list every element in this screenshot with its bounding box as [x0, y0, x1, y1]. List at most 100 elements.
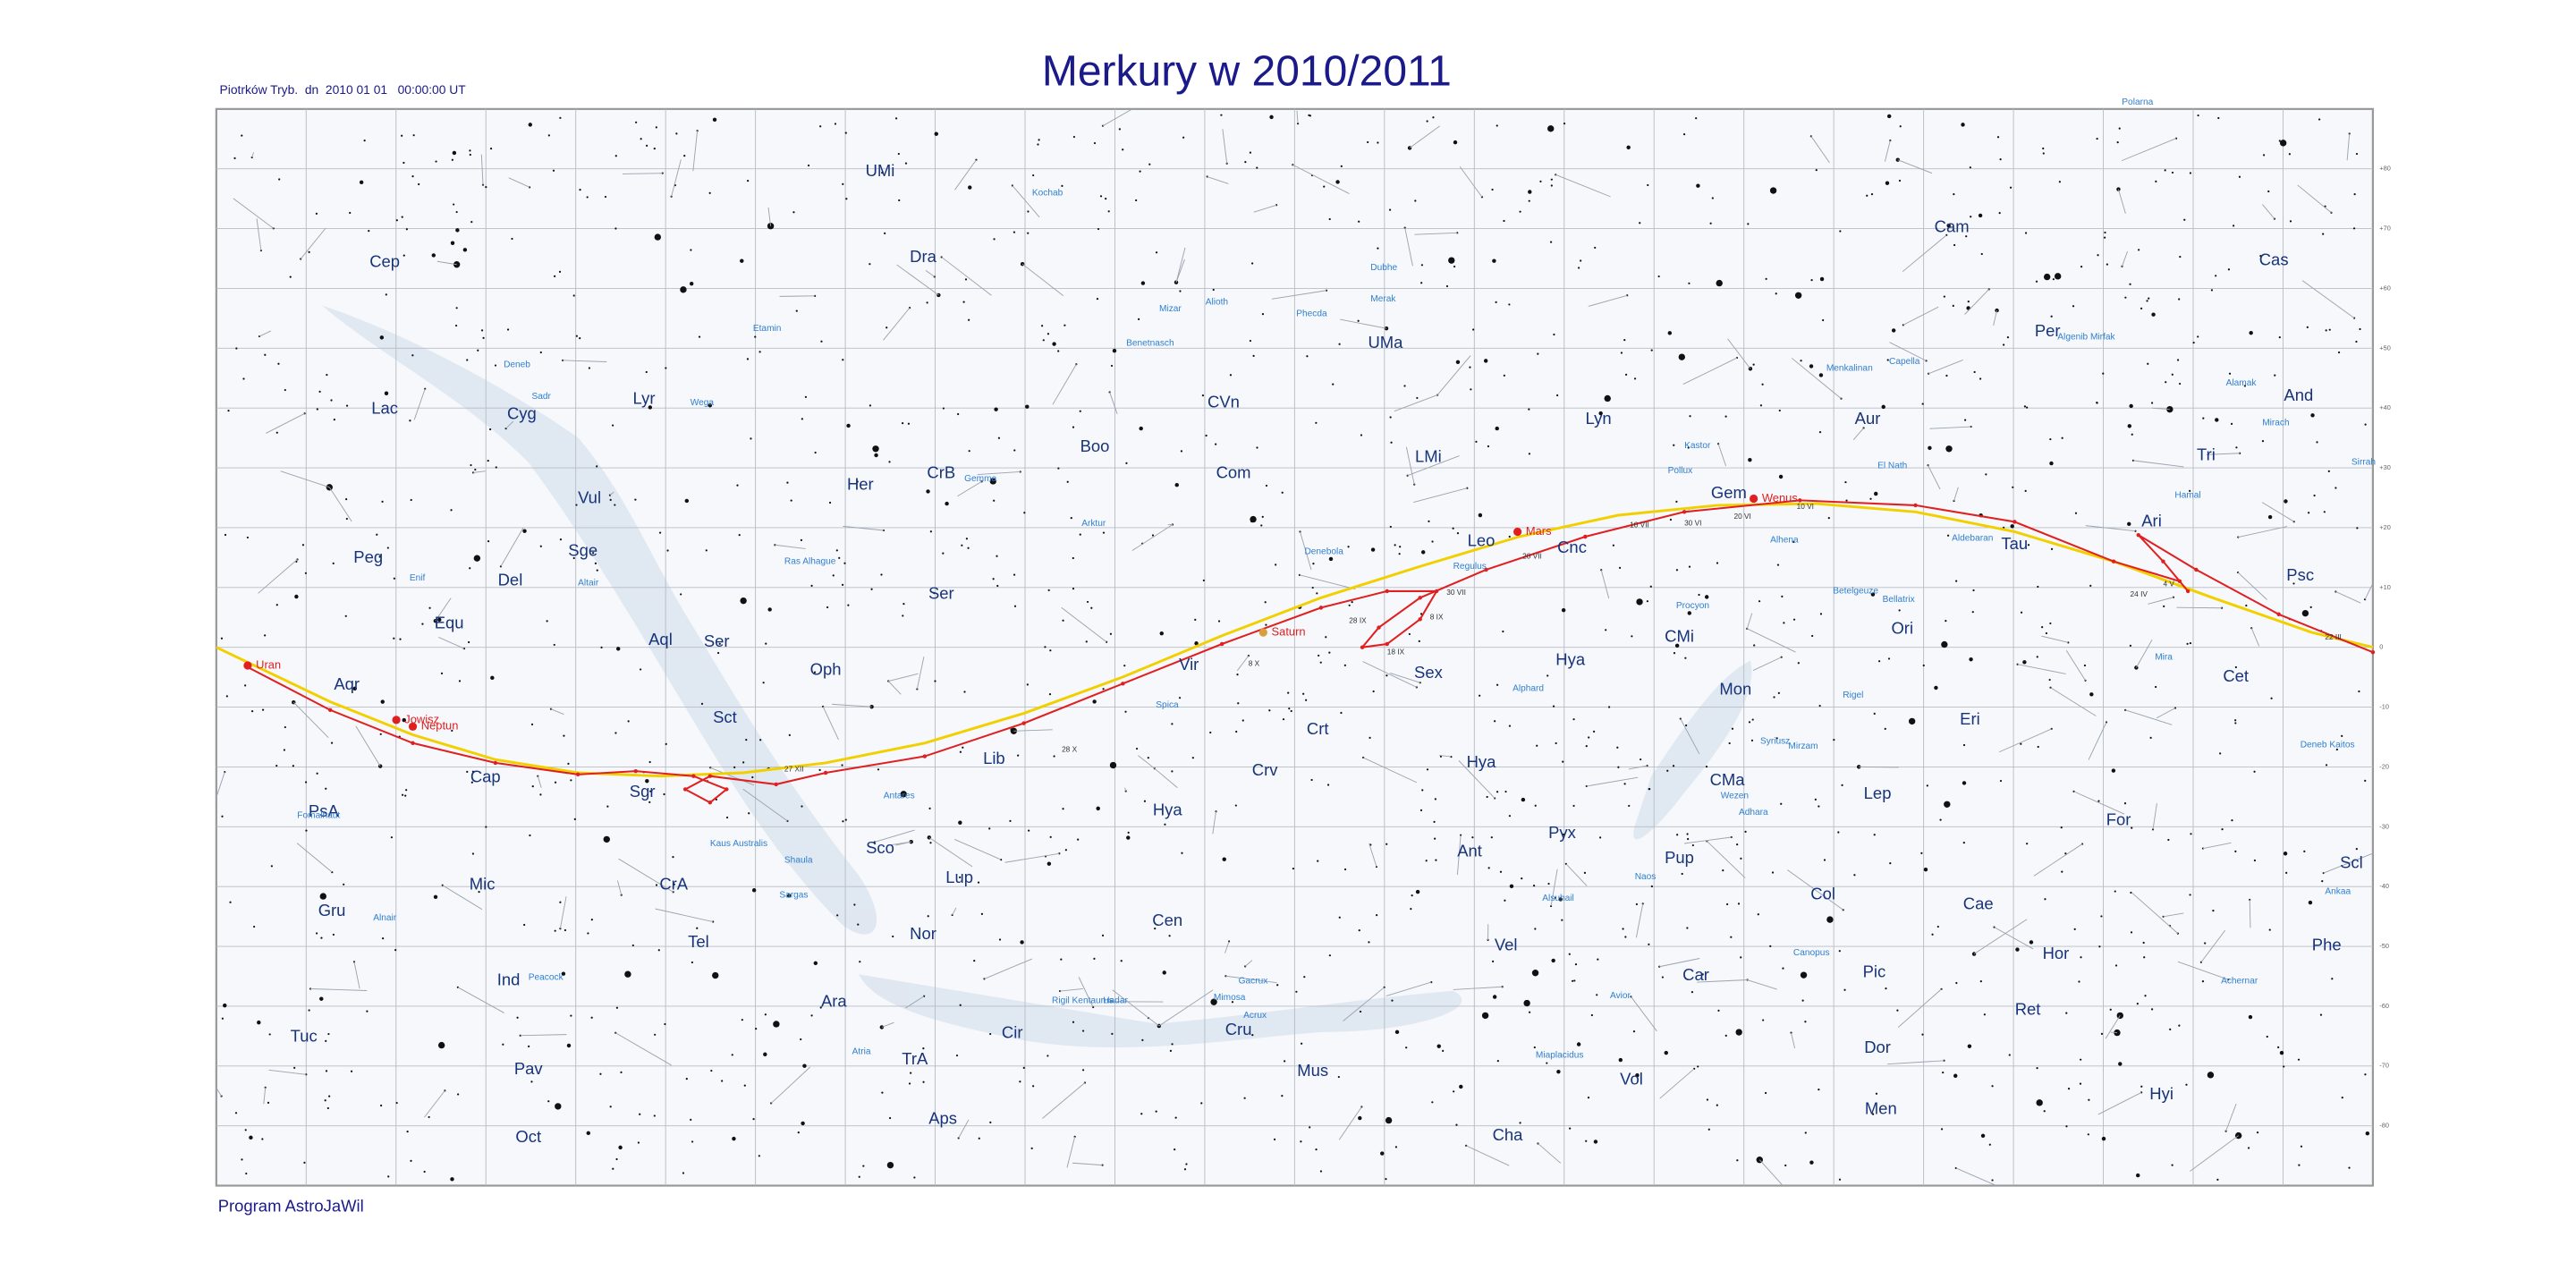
star-dot [1351, 601, 1353, 604]
star-dot [1931, 933, 1934, 936]
star-dot [1328, 954, 1332, 957]
star-dot [350, 1070, 353, 1072]
star-dot [666, 549, 669, 552]
star-dot [431, 253, 436, 258]
star-dot [546, 620, 548, 623]
star-dot [690, 249, 692, 251]
constellation-label: Sex [1414, 663, 1444, 682]
star-dot [1300, 1140, 1302, 1143]
constellation-line [1072, 1162, 1103, 1166]
star-dot [1147, 757, 1149, 759]
star-dot [2256, 1131, 2259, 1134]
path-point [691, 774, 696, 778]
star-dot [468, 640, 470, 644]
star-dot [575, 504, 578, 506]
constellation-label: CMa [1710, 770, 1746, 789]
constellation-line [941, 257, 992, 296]
star-dot [997, 436, 1001, 439]
constellation-label: Pic [1863, 962, 1886, 980]
star-dot [1013, 605, 1017, 607]
star-dot [1944, 801, 1951, 808]
star-dot [1955, 981, 1958, 985]
star-dot [795, 309, 798, 312]
star-dot [1148, 163, 1151, 165]
star-dot [1697, 1065, 1699, 1068]
star-dot [2309, 606, 2312, 608]
star-dot [819, 1006, 822, 1009]
star-name: Capella [1889, 357, 1920, 367]
star-dot [1759, 404, 1763, 407]
star-dot [1675, 500, 1678, 503]
star-dot [637, 1141, 640, 1144]
star-dot [797, 1131, 800, 1134]
constellation-line [1456, 835, 1462, 876]
star-dot [2080, 266, 2083, 268]
star-dot [1309, 1126, 1311, 1129]
star-dot [1419, 613, 1423, 615]
path-point [633, 768, 638, 774]
planet-marker [1513, 527, 1522, 537]
star-dot [1309, 114, 1312, 117]
star-dot [2131, 826, 2133, 829]
star-dot [922, 1080, 925, 1083]
star-dot [1558, 897, 1563, 902]
star-dot [2020, 611, 2023, 614]
star-dot [664, 1022, 666, 1026]
star-dot [319, 893, 326, 900]
star-dot [910, 1072, 912, 1074]
declination-label: -30 [2379, 822, 2389, 830]
star-dot [1127, 831, 1130, 834]
star-dot [487, 540, 490, 543]
star-dot [2169, 1028, 2172, 1031]
path-point [1913, 503, 1918, 508]
star-dot [813, 294, 817, 297]
star-name: Syriusz [1760, 737, 1790, 747]
star-dot [2183, 218, 2186, 221]
star-dot [2189, 172, 2192, 174]
star-dot [967, 547, 970, 549]
star-dot [874, 453, 878, 458]
star-dot [1885, 181, 1890, 185]
star-dot [1898, 609, 1901, 612]
star-name: Mizar [1159, 304, 1182, 314]
star-dot [1682, 132, 1686, 136]
star-dot [1101, 1164, 1104, 1166]
star-dot [1174, 1116, 1177, 1119]
star-dot [390, 836, 394, 839]
star-dot [1684, 657, 1687, 659]
star-dot [2142, 941, 2145, 945]
star-dot [1237, 702, 1240, 705]
star-dot [2261, 440, 2265, 443]
star-dot [1921, 402, 1924, 405]
star-dot [1561, 919, 1563, 921]
star-dot [2313, 494, 2316, 497]
star-dot [640, 138, 642, 140]
star-dot [1317, 860, 1319, 862]
star-dot [516, 1016, 519, 1019]
constellation-line [2225, 1103, 2237, 1131]
star-dot [1217, 620, 1221, 623]
constellation-label: Aps [928, 1109, 957, 1128]
star-dot [1521, 797, 1526, 802]
path-point [823, 770, 828, 775]
star-dot [2277, 1046, 2280, 1048]
star-dot [1764, 1091, 1767, 1095]
constellation-line [233, 198, 274, 229]
star-name: Deneb [504, 360, 530, 370]
declination-label: +40 [2379, 403, 2391, 411]
star-dot [1389, 416, 1392, 419]
star-dot [962, 301, 965, 303]
star-dot [1209, 731, 1212, 734]
star-dot [379, 1104, 383, 1107]
star-dot [1281, 491, 1284, 494]
star-dot [1290, 709, 1292, 713]
star-dot [898, 199, 901, 202]
constellation-line [1565, 863, 1588, 886]
constellation-line [438, 637, 465, 649]
star-dot [1022, 1066, 1025, 1070]
star-dot [1523, 999, 1530, 1007]
star-dot [1784, 1164, 1787, 1167]
star-dot [1496, 791, 1499, 793]
star-dot [2292, 582, 2295, 585]
star-dot [1628, 804, 1631, 808]
